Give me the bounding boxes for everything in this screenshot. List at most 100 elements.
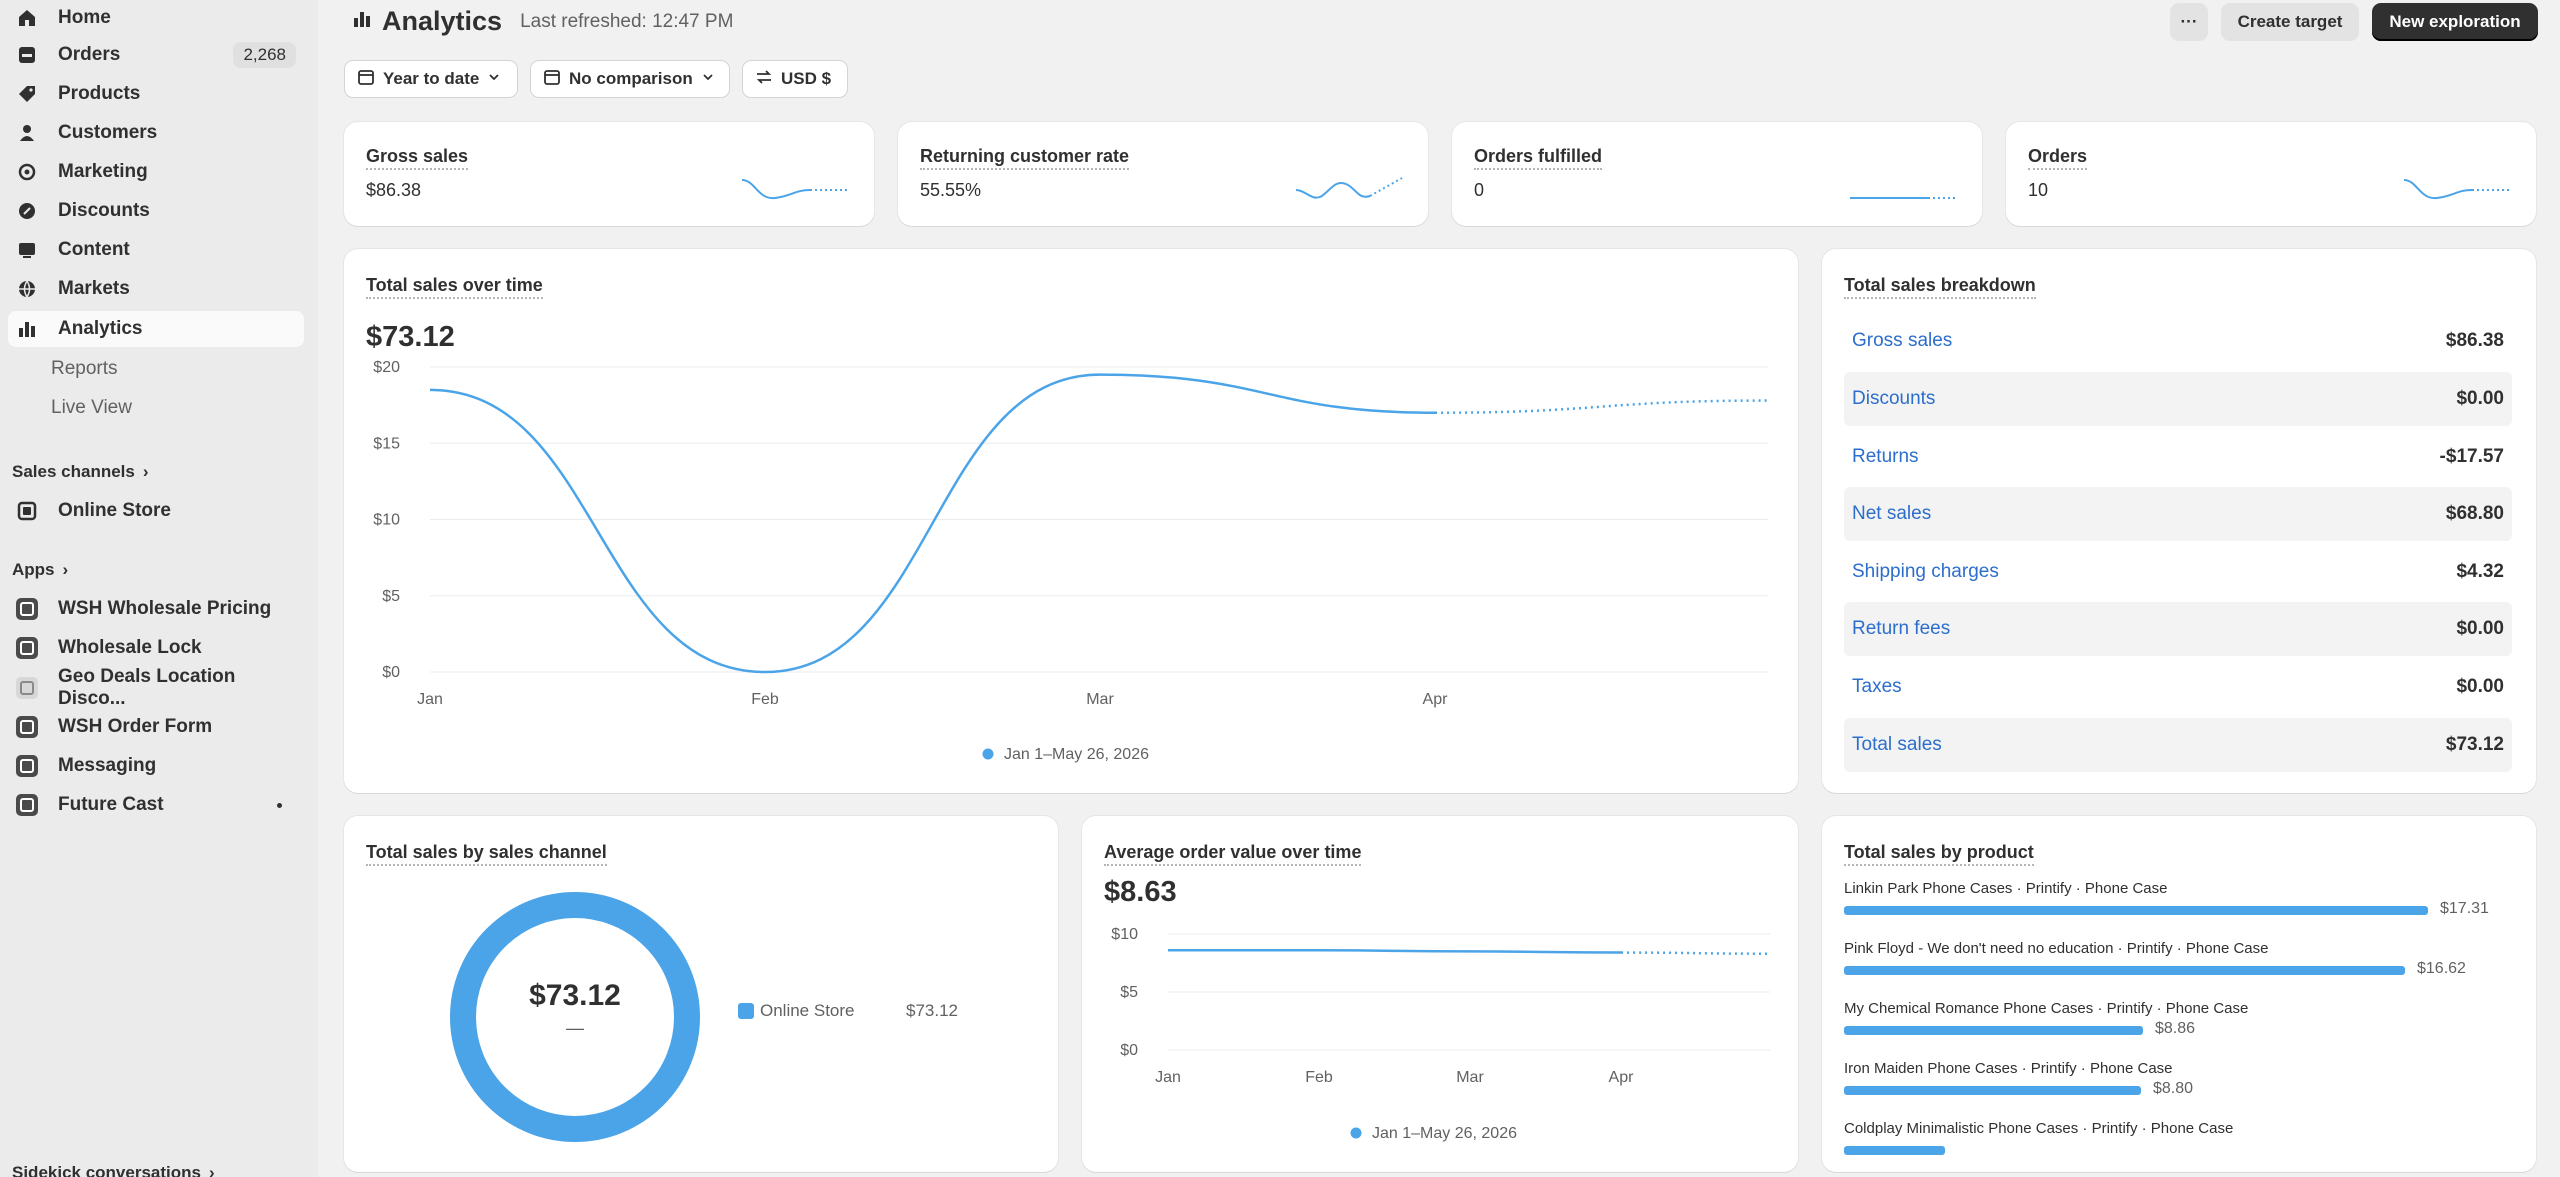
sidebar-item-orders[interactable]: Orders 2,268 [8, 37, 304, 73]
metric-card-gross-sales[interactable]: Gross sales $86.38 [344, 122, 874, 226]
sidekick-label: Sidekick conversations [12, 1163, 201, 1177]
sidebar-item-marketing[interactable]: Marketing [8, 154, 304, 190]
breakdown-label[interactable]: Total sales [1852, 734, 1942, 755]
breakdown-row-total-sales[interactable]: Total sales $73.12 [1844, 718, 2512, 772]
product-name: Pink Floyd - We don't need no education … [1844, 940, 2269, 957]
sidebar-sub-reports[interactable]: Reports [51, 358, 118, 379]
sidebar-item-markets[interactable]: Markets [8, 271, 304, 307]
product-row[interactable]: Iron Maiden Phone Cases · Printify · Pho… [1844, 1060, 2193, 1097]
card-title[interactable]: Total sales by sales channel [366, 842, 607, 866]
calendar-compare-icon [543, 68, 561, 91]
y-tick-label: $0 [1120, 1042, 1138, 1059]
sidebar-app-wholesale-lock[interactable]: Wholesale Lock [8, 630, 304, 666]
sidebar-app-messaging[interactable]: Messaging [8, 748, 304, 784]
product-bar [1844, 1026, 2143, 1035]
content-icon [16, 239, 38, 261]
sidebar-item-label: Orders [58, 44, 121, 65]
card-title[interactable]: Total sales by product [1844, 842, 2034, 866]
product-row[interactable]: Pink Floyd - We don't need no education … [1844, 940, 2466, 977]
breakdown-label[interactable]: Shipping charges [1852, 561, 1999, 582]
breakdown-label[interactable]: Gross sales [1852, 330, 1953, 351]
x-tick-label: Feb [751, 691, 779, 708]
channel-donut-chart [450, 892, 700, 1142]
card-title[interactable]: Total sales breakdown [1844, 275, 2036, 299]
sales-channels-heading[interactable]: Sales channels › [12, 462, 149, 482]
breakdown-row-discounts[interactable]: Discounts $0.00 [1844, 372, 2512, 426]
x-tick-label: Mar [1456, 1069, 1484, 1086]
metric-value: $86.38 [366, 180, 422, 200]
currency-label: USD $ [781, 69, 832, 88]
breakdown-label[interactable]: Return fees [1852, 618, 1951, 639]
breakdown-label[interactable]: Taxes [1852, 676, 1902, 697]
product-row[interactable]: Linkin Park Phone Cases · Printify · Pho… [1844, 880, 2489, 917]
product-row[interactable]: Coldplay Minimalistic Phone Cases · Prin… [1844, 1120, 2233, 1155]
card-title[interactable]: Total sales over time [366, 275, 543, 299]
breakdown-row-returns[interactable]: Returns -$17.57 [1844, 430, 2512, 484]
sidebar-item-label: Future Cast [58, 794, 164, 815]
sidebar-app-wsh-wholesale-pricing[interactable]: WSH Wholesale Pricing [8, 591, 304, 627]
sidebar-item-label: Content [58, 239, 130, 260]
discount-icon [16, 200, 38, 222]
average-order-value-card: Average order value over time $8.63 $0 $5… [1082, 816, 1798, 1172]
new-exploration-button[interactable]: New exploration [2372, 3, 2538, 41]
breakdown-row-taxes[interactable]: Taxes $0.00 [1844, 660, 2512, 714]
breakdown-row-gross-sales[interactable]: Gross sales $86.38 [1844, 314, 2512, 368]
y-tick-label: $5 [1120, 984, 1138, 1001]
date-range-picker[interactable]: Year to date [344, 60, 518, 98]
app-icon [16, 794, 38, 816]
sidebar-item-analytics[interactable]: Analytics [8, 311, 304, 347]
sidebar-app-geo-deals[interactable]: Geo Deals Location Disco... [8, 666, 304, 709]
sidebar-app-future-cast[interactable]: Future Cast [8, 787, 304, 823]
series-line [1168, 948, 1622, 954]
y-tick-label: $10 [373, 512, 400, 529]
metric-value: 10 [2028, 180, 2049, 200]
product-bar [1844, 1086, 2141, 1095]
sidebar-item-discounts[interactable]: Discounts [8, 193, 304, 229]
total-sales-breakdown-card: Total sales breakdown Gross sales $86.38… [1822, 249, 2536, 793]
breakdown-label[interactable]: Returns [1852, 446, 1919, 467]
legend-label[interactable]: Online Store [760, 1001, 855, 1020]
breakdown-row-net-sales[interactable]: Net sales $68.80 [1844, 487, 2512, 541]
sidekick-conversations-heading[interactable]: Sidekick conversations › [12, 1163, 215, 1177]
sidebar-app-wsh-order-form[interactable]: WSH Order Form [8, 709, 304, 745]
globe-icon [16, 278, 38, 300]
sidebar-item-label: Products [58, 83, 141, 104]
currency-exchange-icon [755, 68, 773, 91]
metric-card-orders[interactable]: Orders 10 [2006, 122, 2536, 226]
product-row[interactable]: My Chemical Romance Phone Cases · Printi… [1844, 1000, 2248, 1037]
breakdown-value: $0.00 [2456, 676, 2504, 697]
legend-label[interactable]: Jan 1–May 26, 2026 [1004, 746, 1149, 763]
sidebar-item-products[interactable]: Products [8, 76, 304, 112]
app-icon [16, 598, 38, 620]
card-title[interactable]: Average order value over time [1104, 842, 1362, 866]
comparison-picker[interactable]: No comparison [530, 60, 730, 98]
legend-label[interactable]: Jan 1–May 26, 2026 [1372, 1125, 1517, 1142]
breakdown-label[interactable]: Discounts [1852, 388, 1936, 409]
sidebar-item-label: WSH Order Form [58, 716, 213, 737]
metric-value: 55.55% [920, 180, 982, 200]
person-icon [16, 122, 38, 144]
sidebar-item-label: Discounts [58, 200, 150, 221]
metric-card-returning-customer-rate[interactable]: Returning customer rate 55.55% [898, 122, 1428, 226]
donut-slice-online-store [450, 892, 700, 1142]
breakdown-row-shipping-charges[interactable]: Shipping charges $4.32 [1844, 545, 2512, 599]
status-dot [277, 802, 282, 808]
metric-card-orders-fulfilled[interactable]: Orders fulfilled 0 [1452, 122, 1982, 226]
create-target-button[interactable]: Create target [2221, 3, 2359, 41]
sidebar-item-content[interactable]: Content [8, 232, 304, 268]
chevron-right-icon: › [142, 462, 149, 481]
sidebar-sub-live-view[interactable]: Live View [51, 397, 132, 418]
breakdown-row-return-fees[interactable]: Return fees $0.00 [1844, 602, 2512, 656]
sidebar-item-home[interactable]: Home [8, 0, 304, 36]
more-actions-button[interactable]: ··· [2170, 3, 2208, 41]
sales-by-product-card: Total sales by product Linkin Park Phone… [1822, 816, 2536, 1172]
page-title: Analytics [382, 6, 503, 36]
sidebar-item-label: Wholesale Lock [58, 637, 202, 658]
currency-picker[interactable]: USD $ [742, 60, 848, 98]
apps-heading[interactable]: Apps › [12, 560, 68, 580]
y-tick-label: $20 [373, 359, 400, 376]
sidebar-item-online-store[interactable]: Online Store [8, 493, 304, 529]
orders-count-badge: 2,268 [233, 42, 296, 68]
breakdown-label[interactable]: Net sales [1852, 503, 1932, 524]
sidebar-item-customers[interactable]: Customers [8, 115, 304, 151]
